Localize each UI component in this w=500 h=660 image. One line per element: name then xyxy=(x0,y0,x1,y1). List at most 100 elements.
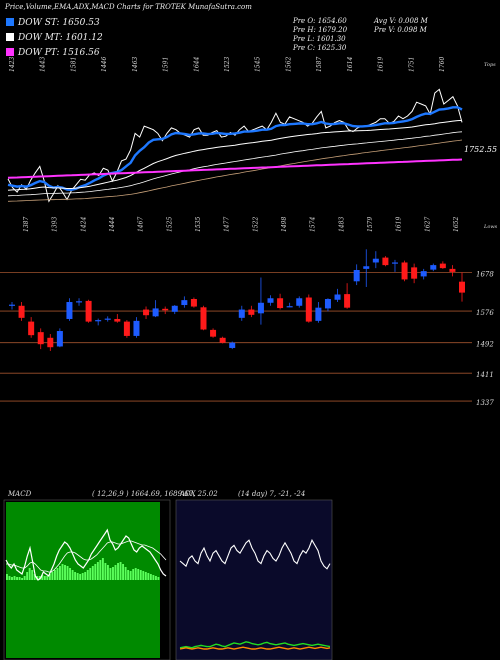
price-tick-label: 1492 xyxy=(476,341,494,349)
candle-body xyxy=(229,342,236,348)
candle-body xyxy=(401,262,408,280)
price-tick-label: 1337 xyxy=(476,399,494,407)
macd-histogram-bar xyxy=(6,574,8,580)
ema-top-label: 1545 xyxy=(255,57,262,72)
price-low-label: 1467 xyxy=(138,217,145,232)
stat-low: Pre L: 1601.30 xyxy=(293,35,346,43)
macd-histogram-bar xyxy=(66,566,69,580)
macd-histogram-bar xyxy=(76,573,79,580)
legend-st-label: DOW ST: 1650.53 xyxy=(18,18,100,28)
price-low-label: 1387 xyxy=(23,217,30,232)
legend-mt-swatch xyxy=(6,33,14,41)
macd-histogram-bar xyxy=(132,569,135,580)
price-tick-label: 1411 xyxy=(476,371,494,379)
candle-body xyxy=(133,320,140,336)
macd-histogram-bar xyxy=(124,567,127,580)
macd-histogram-bar xyxy=(21,578,24,580)
macd-histogram-bar xyxy=(134,568,137,580)
ema-series-ema-long xyxy=(7,139,463,202)
candle-body xyxy=(459,281,465,293)
macd-histogram-bar xyxy=(109,568,112,580)
candle-body xyxy=(430,265,437,270)
ema-top-label: 1644 xyxy=(193,57,200,72)
price-low-label: 1619 xyxy=(396,217,403,232)
macd-histogram-bar xyxy=(129,571,132,580)
macd-histogram-bar xyxy=(61,564,64,580)
macd-histogram-bar xyxy=(43,576,46,580)
price-low-label: 1477 xyxy=(224,217,231,232)
price-low-label: 1483 xyxy=(338,217,345,232)
ema-series-ema-pt xyxy=(7,158,463,179)
adx-title: ADX xyxy=(179,490,197,498)
ema-top-label: 1562 xyxy=(285,57,292,72)
macd-histogram-bar xyxy=(106,565,109,580)
candle-body xyxy=(344,294,351,308)
ema-top-label: 1423 xyxy=(9,57,16,72)
macd-histogram-bar xyxy=(99,560,102,580)
candle-body xyxy=(37,332,44,345)
price-low-label: 1579 xyxy=(367,217,374,232)
candle-body xyxy=(114,318,121,322)
macd-histogram-bar xyxy=(122,564,125,580)
stat-open: Pre O: 1654.60 xyxy=(293,17,347,25)
candle-body xyxy=(85,300,92,322)
macd-histogram-bar xyxy=(144,572,147,580)
candle-body xyxy=(372,258,379,263)
macd-histogram-bar xyxy=(104,563,107,580)
candle-body xyxy=(76,301,83,303)
ema-last-value: 1752.55 xyxy=(464,145,497,154)
macd-histogram-bar xyxy=(79,574,82,580)
macd-histogram-bar xyxy=(64,565,66,580)
candle-body xyxy=(47,337,54,348)
macd-histogram-bar xyxy=(53,570,56,580)
candle-body xyxy=(171,305,178,312)
candle-body xyxy=(28,321,35,336)
candle-body xyxy=(277,298,284,309)
macd-histogram-bar xyxy=(71,570,74,580)
macd-histogram-bar xyxy=(56,568,59,580)
ema-series-ema-fast xyxy=(7,106,463,192)
macd-histogram-bar xyxy=(74,572,77,580)
candle-body xyxy=(181,300,188,306)
macd-histogram-bar xyxy=(41,575,44,580)
macd-histogram-bar xyxy=(69,568,72,580)
candle-body xyxy=(210,329,217,337)
macd-histogram-bar xyxy=(86,570,89,580)
ema-top-label: 1591 xyxy=(163,57,170,72)
ema-top-label: 1760 xyxy=(439,57,446,72)
macd-histogram-bar xyxy=(154,576,157,580)
macd-histogram-bar xyxy=(142,571,145,580)
stat-prev-volume: Pre V: 0.098 M xyxy=(374,26,427,34)
price-tick-label: 1678 xyxy=(476,271,494,279)
macd-histogram-bar xyxy=(84,572,87,580)
macd-histogram-bar xyxy=(46,576,49,580)
price-low-label: 1522 xyxy=(252,217,259,232)
macd-params: ( 12,26,9 ) 1664.69, 1689.67, 25.02 xyxy=(92,490,218,498)
macd-histogram-bar xyxy=(137,569,140,580)
candle-body xyxy=(190,299,197,307)
price-low-label: 1627 xyxy=(424,217,431,232)
macd-histogram-bar xyxy=(31,570,34,580)
candle-body xyxy=(267,298,274,303)
price-low-label: 1444 xyxy=(109,217,116,232)
candle-body xyxy=(152,308,159,317)
macd-histogram-bar xyxy=(11,577,13,580)
ema-top-label: 1751 xyxy=(408,57,415,72)
ema-series-ema-mt xyxy=(7,119,463,191)
candle-body xyxy=(238,309,245,318)
price-low-label: 1498 xyxy=(281,217,288,232)
page-title: Price,Volume,EMA,ADX,MACD Charts for TRO… xyxy=(5,3,252,11)
ema-corner-label: Tops xyxy=(484,62,496,68)
macd-series-signal xyxy=(6,540,167,573)
ema-top-label: 1443 xyxy=(40,57,47,72)
candle-body xyxy=(104,318,111,320)
ema-top-label: 1523 xyxy=(224,57,231,72)
candle-body xyxy=(449,268,456,272)
macd-histogram-bar xyxy=(8,576,11,580)
macd-histogram-bar xyxy=(23,576,26,580)
ema-top-label: 1581 xyxy=(70,57,77,72)
legend-pt: DOW PT: 1516.56 xyxy=(6,48,100,58)
candle-body xyxy=(411,267,418,279)
adx-panel-frame xyxy=(175,499,333,660)
